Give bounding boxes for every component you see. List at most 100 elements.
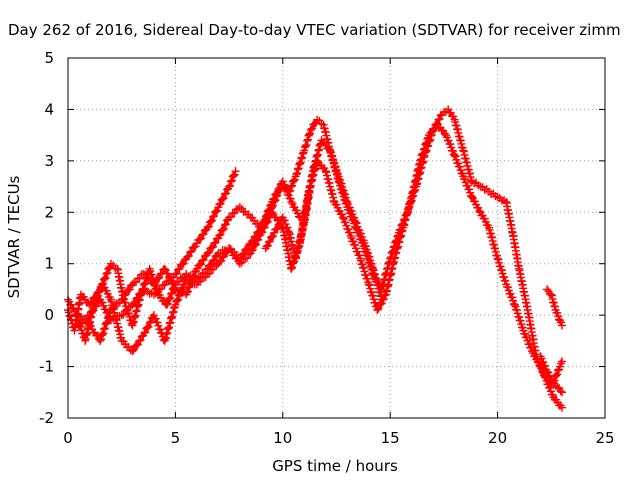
trace-mark xyxy=(98,330,107,339)
trace-mark xyxy=(226,181,235,190)
trace-mark xyxy=(135,336,144,345)
trace-mark xyxy=(140,329,149,338)
data-point xyxy=(493,254,502,263)
trace-mark xyxy=(416,155,425,164)
trace-mark xyxy=(270,194,279,203)
trace-mark xyxy=(288,259,297,268)
trace-mark xyxy=(195,235,204,244)
trace-mark xyxy=(100,274,109,283)
data-point xyxy=(149,280,158,289)
data-point xyxy=(74,311,83,320)
trace-mark xyxy=(237,258,246,267)
data-point xyxy=(300,146,309,155)
y-tick-label: 5 xyxy=(44,49,54,67)
data-point xyxy=(558,321,567,330)
trace-mark xyxy=(264,206,273,215)
trace-mark xyxy=(305,130,314,139)
trace-mark xyxy=(208,212,217,221)
trace-mark xyxy=(145,318,154,327)
trace-mark xyxy=(179,280,188,289)
trace-mark xyxy=(151,289,160,298)
trace-mark xyxy=(250,241,259,250)
data-point xyxy=(203,223,212,232)
trace-mark xyxy=(419,149,428,158)
trace-mark xyxy=(208,242,217,251)
trace-mark xyxy=(119,310,128,319)
data-point xyxy=(558,388,567,397)
data-point xyxy=(351,218,360,227)
trace-mark xyxy=(427,128,436,137)
trace-mark xyxy=(100,324,109,333)
data-point xyxy=(171,270,180,278)
trace-mark xyxy=(219,252,228,261)
trace-mark xyxy=(135,274,144,283)
trace-mark xyxy=(183,288,192,297)
trace-mark xyxy=(308,124,317,133)
trace-mark xyxy=(208,256,217,265)
trace-mark xyxy=(188,276,197,285)
trace-mark xyxy=(204,222,213,231)
x-tick-label: 20 xyxy=(488,429,507,447)
trace-mark xyxy=(133,340,142,349)
trace-mark xyxy=(417,151,426,160)
trace-mark xyxy=(174,265,183,274)
y-tick-label: 1 xyxy=(44,255,54,273)
trace-mark xyxy=(420,144,429,153)
trace-mark xyxy=(539,358,548,367)
trace-mark xyxy=(211,238,220,247)
trace-mark xyxy=(419,145,428,154)
trace-mark xyxy=(421,140,430,149)
trace-mark xyxy=(219,194,228,203)
data-point xyxy=(149,290,158,299)
trace-mark xyxy=(262,242,271,251)
trace-mark xyxy=(553,370,562,379)
trace-mark xyxy=(261,212,270,221)
trace-mark xyxy=(210,211,219,220)
y-tick-labels: -2 -1 0 1 2 3 4 5 xyxy=(39,49,54,427)
trace-mark xyxy=(207,216,216,225)
trace-mark xyxy=(541,362,550,371)
data-point xyxy=(162,300,171,309)
trace-mark xyxy=(264,237,273,246)
x-axis-label: GPS time / hours xyxy=(272,457,398,475)
data-point xyxy=(549,378,558,386)
trace-mark xyxy=(196,234,205,243)
trace-mark xyxy=(129,298,138,307)
x-tick-labels: 0 5 10 15 20 25 xyxy=(63,429,614,447)
y-axis-label: SDTVAR / TECUs xyxy=(5,175,23,298)
trace-mark xyxy=(183,252,192,261)
data-point xyxy=(364,280,373,289)
trace-mark xyxy=(198,230,207,239)
data-point xyxy=(338,213,347,222)
trace-mark xyxy=(226,177,235,186)
trace-mark xyxy=(218,225,227,234)
trace-mark xyxy=(178,260,187,269)
data-point xyxy=(558,357,567,366)
trace-mark xyxy=(208,265,217,274)
trace-mark xyxy=(66,312,75,321)
data-point xyxy=(257,223,266,232)
data-point xyxy=(510,300,519,309)
trace-mark xyxy=(183,287,192,296)
trace-mark xyxy=(132,294,141,303)
trace-mark xyxy=(165,294,174,303)
trace-mark xyxy=(297,154,306,163)
trace-mark xyxy=(288,263,297,272)
trace-mark xyxy=(217,257,226,266)
data-point xyxy=(558,403,567,412)
trace-mark xyxy=(174,277,183,286)
y-tick-label: 3 xyxy=(44,152,54,170)
trace-mark xyxy=(248,245,257,254)
trace-mark xyxy=(294,164,303,173)
trace-mark xyxy=(120,291,129,300)
trace-mark xyxy=(247,246,256,255)
trace-mark xyxy=(158,281,167,290)
data-marks xyxy=(64,105,567,412)
trace-mark xyxy=(190,271,199,280)
trace-mark xyxy=(179,259,188,268)
data-point xyxy=(231,167,240,176)
trace-mark xyxy=(306,129,315,138)
data-point xyxy=(373,306,382,314)
trace-mark xyxy=(288,181,297,190)
trace-mark xyxy=(556,387,565,396)
